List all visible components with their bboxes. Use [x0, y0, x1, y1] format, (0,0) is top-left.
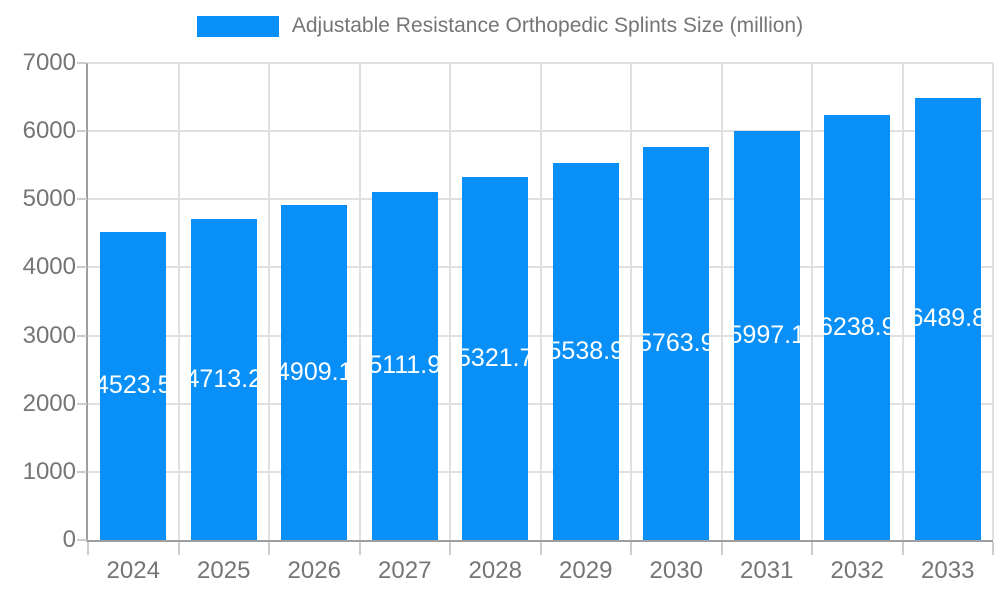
- bar: 4713.2: [190, 218, 257, 540]
- gridline-v: [358, 63, 361, 540]
- x-axis-label: 2024: [106, 557, 160, 584]
- gridline-v: [539, 63, 542, 540]
- bar: 5538.9: [552, 162, 619, 540]
- bar: 4909.1: [281, 205, 348, 540]
- x-axis-tick: [268, 542, 270, 555]
- y-axis-label: 1000: [22, 457, 76, 485]
- x-axis-label: 2028: [468, 557, 522, 584]
- y-axis-tick: [77, 334, 87, 337]
- x-axis-label: 2030: [649, 557, 703, 584]
- x-axis-tick: [177, 542, 180, 555]
- gridline-v: [268, 63, 270, 540]
- x-axis-tick: [449, 542, 451, 555]
- bar: 5763.9: [643, 147, 710, 540]
- bar-value-label: 6489.8: [914, 304, 981, 333]
- y-axis-tick: [77, 130, 87, 133]
- x-axis-label: 2026: [287, 557, 341, 584]
- x-axis-tick: [901, 542, 904, 555]
- bar-value-label: 5538.9: [552, 336, 619, 365]
- legend-label: Adjustable Resistance Orthopedic Splints…: [291, 14, 804, 37]
- bar: 6238.9: [824, 114, 891, 540]
- x-axis-tick: [630, 542, 632, 555]
- x-axis-label: 2031: [740, 557, 794, 584]
- x-axis-label: 2025: [197, 557, 251, 584]
- gridline-v: [720, 63, 723, 540]
- bar-value-label: 4523.5: [100, 371, 167, 400]
- gridline-v: [901, 63, 904, 540]
- gridline-v: [630, 63, 632, 540]
- bar: 6489.8: [914, 97, 981, 540]
- y-axis-label: 5000: [22, 185, 76, 213]
- bar-value-label: 4713.2: [190, 364, 257, 393]
- legend-swatch: [196, 15, 279, 37]
- y-axis-label: 4000: [22, 253, 76, 281]
- x-axis-label: 2027: [378, 557, 432, 584]
- y-axis-label: 7000: [22, 49, 76, 76]
- x-axis-tick: [358, 542, 361, 555]
- bar-value-label: 4909.1: [281, 358, 348, 387]
- bar-value-label: 6238.9: [824, 312, 891, 341]
- x-axis-tick: [720, 542, 723, 555]
- gridline-v: [811, 63, 813, 540]
- y-axis-label: 2000: [22, 389, 76, 417]
- bar: 5997.1: [733, 131, 800, 540]
- x-axis-tick: [811, 542, 813, 555]
- plot-area: 4523.5 4713.2 4909.1 5111.9 5321.7 5538.9 5763…: [86, 62, 994, 542]
- x-axis-tick: [539, 542, 542, 555]
- y-axis-tick: [77, 539, 87, 541]
- y-axis-tick: [77, 198, 87, 201]
- y-axis-label: 0: [62, 526, 76, 553]
- y-axis-label: 6000: [22, 117, 76, 145]
- gridline-v: [177, 63, 180, 540]
- bar-value-label: 5111.9: [371, 351, 438, 380]
- x-axis-tick: [87, 542, 89, 555]
- x-axis-label: 2032: [830, 557, 884, 584]
- y-axis-label: 3000: [22, 321, 76, 349]
- bar: 5111.9: [371, 191, 438, 540]
- x-axis-label: 2029: [559, 557, 613, 584]
- bar-value-label: 5997.1: [733, 321, 800, 350]
- y-axis-tick: [77, 266, 87, 269]
- y-axis-tick: [77, 470, 87, 473]
- x-axis-tick: [992, 542, 994, 555]
- x-axis-label: 2033: [921, 557, 975, 584]
- bar-value-label: 5763.9: [643, 329, 710, 358]
- bar: 4523.5: [100, 231, 167, 540]
- gridline-v: [449, 63, 451, 540]
- y-axis-tick: [77, 62, 87, 64]
- gridline-v: [992, 63, 994, 540]
- y-axis-tick: [77, 402, 87, 405]
- bar: 5321.7: [462, 177, 529, 540]
- legend: Adjustable Resistance Orthopedic Splints…: [0, 14, 1000, 38]
- bar-value-label: 5321.7: [462, 344, 529, 373]
